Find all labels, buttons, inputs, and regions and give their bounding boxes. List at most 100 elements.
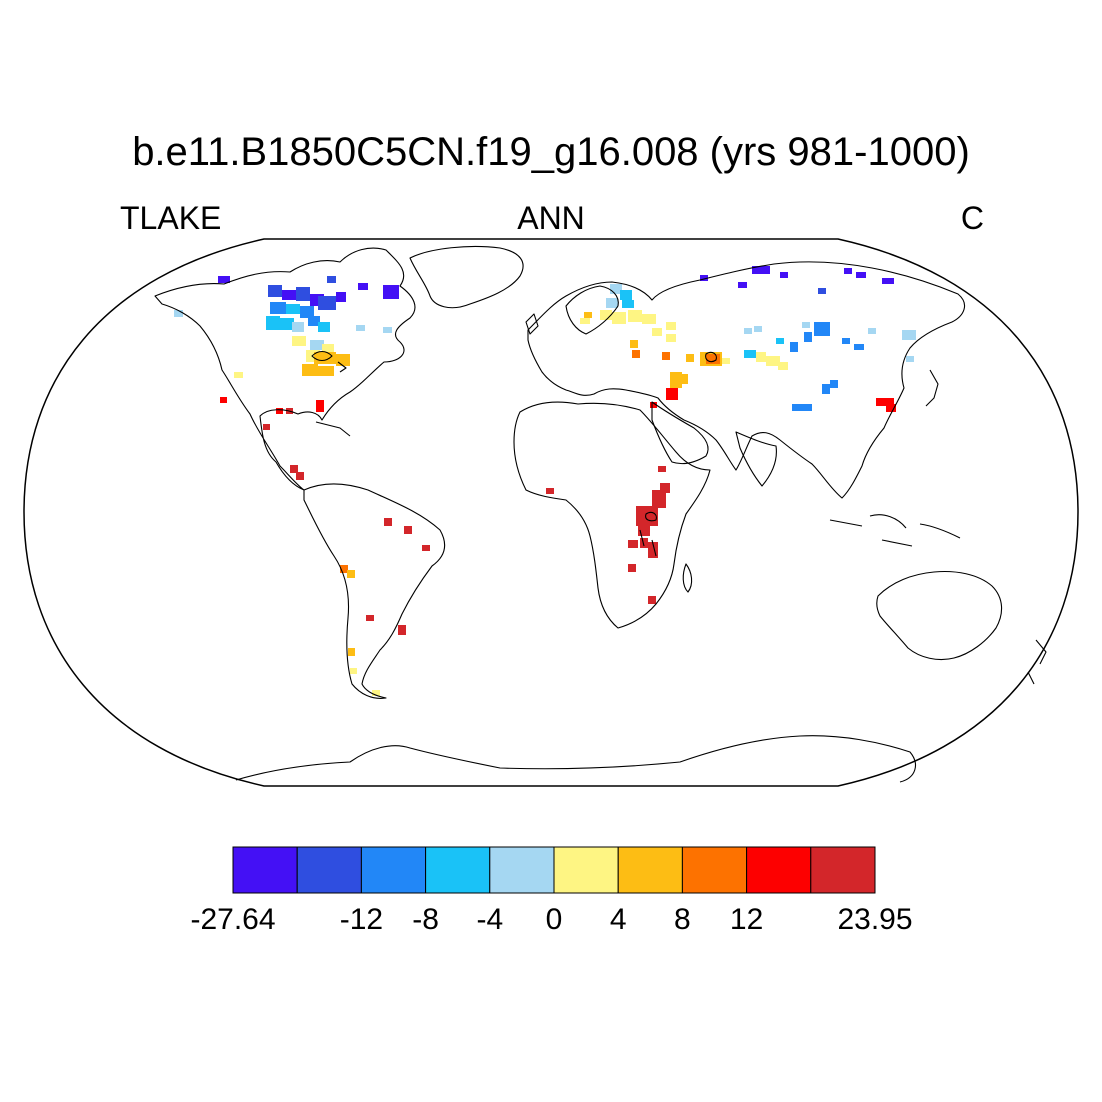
- lake-cell: [754, 326, 762, 332]
- coastline-eurasia: [527, 261, 966, 499]
- lake-cell: [350, 668, 357, 674]
- lake-cell: [628, 310, 642, 322]
- lake-cell: [636, 506, 658, 526]
- lake-cell: [804, 332, 812, 342]
- lake-cell: [868, 328, 876, 334]
- colorbar-swatch: [553, 846, 619, 894]
- coastline-caspian: [705, 351, 717, 363]
- lake-cell: [348, 648, 355, 656]
- lake-cell: [372, 690, 380, 696]
- lake-cell: [856, 272, 866, 278]
- lake-cell: [318, 296, 336, 310]
- map-boundary: [23, 238, 1079, 787]
- lake-cell: [792, 404, 812, 411]
- colorbar-swatch: [746, 846, 812, 894]
- season-label: ANN: [517, 200, 585, 236]
- lake-cell: [842, 338, 850, 344]
- colorbar-label: 0: [545, 903, 563, 936]
- coastline-australia: [876, 570, 1003, 661]
- lake-cell: [340, 565, 348, 573]
- colorbar-label: 4: [609, 903, 627, 936]
- lake-cell: [814, 322, 830, 336]
- colorbar-swatch: [810, 846, 876, 894]
- lake-cell: [318, 322, 330, 332]
- lake-cell: [422, 545, 430, 551]
- colorbar-label: -27.64: [190, 903, 276, 936]
- lake-cell: [398, 625, 406, 635]
- colorbar-swatch: [360, 846, 427, 894]
- lake-cell: [700, 275, 708, 281]
- coastline-antarctica: [235, 735, 916, 783]
- coastline-africa: [513, 401, 711, 629]
- lake-cell: [384, 518, 392, 526]
- lake-cell: [310, 340, 324, 350]
- lake-cell: [766, 356, 780, 366]
- lake-cell: [876, 398, 894, 406]
- coastline-north-america: [154, 247, 416, 491]
- colorbar-swatch: [489, 846, 555, 894]
- lake-cell: [660, 483, 670, 493]
- colorbar-label: -8: [412, 903, 439, 936]
- lake-cell: [302, 364, 318, 376]
- lake-cells: [174, 266, 916, 696]
- coastline-british-isles: [525, 313, 539, 335]
- coastline-south-america: [303, 483, 446, 699]
- lake-cell: [383, 285, 399, 299]
- lake-cell: [666, 322, 676, 330]
- lake-cell: [356, 325, 365, 331]
- lake-cell: [666, 334, 676, 342]
- lake-cell: [610, 284, 622, 294]
- lake-cell: [650, 402, 657, 408]
- colorbar-label: 8: [674, 903, 691, 936]
- coastline-scandinavia: [565, 285, 619, 335]
- lake-cell: [268, 285, 282, 297]
- coastline-lake-victoria: [639, 511, 657, 557]
- lake-cell: [314, 352, 336, 364]
- lake-cell: [744, 350, 756, 358]
- lake-cell: [648, 596, 656, 604]
- lake-cell: [686, 354, 694, 362]
- colorbar-label: -12: [339, 903, 384, 936]
- lake-cell: [546, 488, 554, 494]
- lake-cell: [818, 288, 826, 294]
- coastline-greenland: [409, 245, 524, 309]
- lake-cell: [383, 327, 392, 333]
- lake-cell: [706, 354, 720, 364]
- coastline-new-zealand: [1027, 639, 1047, 685]
- lake-cell: [666, 388, 678, 400]
- lake-cell: [292, 322, 304, 332]
- lake-cell: [336, 354, 350, 366]
- lake-cell: [802, 322, 810, 328]
- colorbar-label: 12: [729, 903, 764, 936]
- lake-cell: [630, 340, 638, 348]
- lake-cell: [318, 366, 334, 376]
- coastline-great-lakes: [311, 350, 347, 373]
- lake-cell: [580, 318, 590, 324]
- lake-cell: [844, 268, 852, 274]
- colorbar-swatch: [232, 846, 298, 894]
- lake-cell: [266, 316, 280, 330]
- lake-cell: [642, 314, 656, 324]
- lake-cell: [286, 304, 300, 314]
- lake-cell: [738, 282, 747, 288]
- lake-cell: [652, 490, 666, 508]
- lake-cell: [902, 330, 916, 340]
- variable-label: TLAKE: [120, 200, 222, 236]
- lake-cell: [640, 538, 648, 548]
- lake-cell: [234, 372, 243, 378]
- lake-cell: [780, 272, 788, 278]
- lake-cell: [854, 344, 864, 350]
- lake-cell: [906, 356, 914, 362]
- lake-cell: [658, 466, 666, 472]
- lake-cell: [358, 283, 368, 290]
- lake-cell: [280, 318, 294, 330]
- lake-cell: [744, 328, 752, 334]
- lake-cell: [292, 336, 306, 346]
- lake-cell: [584, 312, 592, 318]
- colorbar-swatch: [681, 846, 748, 894]
- coastlines: [154, 245, 1047, 783]
- lake-cell: [752, 266, 770, 274]
- lake-cell: [830, 380, 838, 388]
- lake-cell: [322, 344, 334, 352]
